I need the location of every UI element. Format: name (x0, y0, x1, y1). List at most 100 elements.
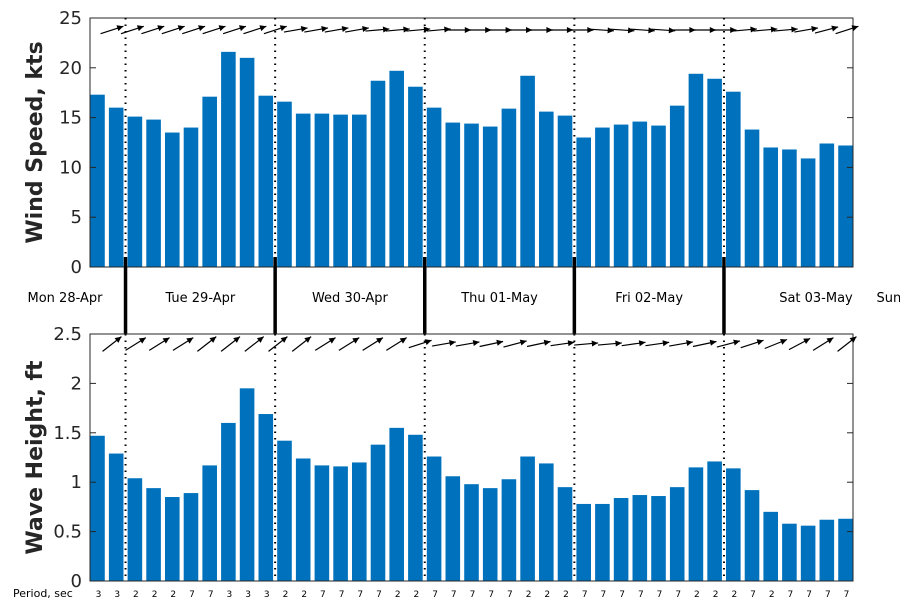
bar (239, 57, 255, 268)
bar (389, 70, 404, 267)
direction-arrow (182, 25, 206, 35)
bar (408, 86, 423, 267)
bar (726, 468, 741, 581)
period-value: 7 (750, 590, 756, 600)
direction-arrow (550, 340, 575, 347)
y-axis-label: Wind Speed, kts (23, 41, 48, 243)
bar (763, 147, 779, 267)
direction-arrow (764, 338, 788, 350)
bar (202, 465, 217, 581)
direction-arrow (651, 27, 676, 34)
direction-arrow (202, 25, 226, 35)
direction-arrow (161, 25, 185, 35)
period-value: 7 (339, 590, 345, 600)
direction-arrow (244, 336, 265, 352)
bar (352, 462, 367, 581)
bar (707, 78, 722, 267)
y-tick-label: 15 (59, 108, 82, 129)
period-value: 7 (675, 590, 681, 600)
period-value: 7 (451, 590, 457, 600)
direction-arrow (125, 337, 147, 351)
period-value: 7 (844, 590, 850, 600)
bar (613, 124, 629, 267)
period-value: 2 (526, 590, 532, 600)
bar (127, 116, 143, 267)
direction-arrow (645, 340, 670, 347)
period-row-title: Period, sec (13, 587, 73, 600)
direction-arrow (314, 337, 336, 351)
plot-frame (89, 333, 854, 582)
direction-arrow (574, 340, 599, 347)
direction-arrow (338, 337, 360, 351)
direction-arrow (386, 337, 408, 351)
direction-arrow (503, 339, 527, 348)
period-value: 2 (563, 590, 569, 600)
period-value: 7 (601, 590, 607, 600)
bar (258, 95, 274, 267)
period-value: 2 (694, 590, 700, 600)
bar (539, 463, 554, 581)
direction-arrow (408, 339, 432, 349)
period-value: 2 (170, 590, 176, 600)
bar (539, 111, 554, 268)
direction-arrow (283, 26, 308, 33)
direction-arrow (753, 26, 778, 33)
period-value: 3 (227, 590, 233, 600)
bar (595, 503, 610, 581)
period-value: 7 (638, 590, 644, 600)
bar (314, 113, 330, 268)
bar (576, 137, 591, 267)
period-value: 2 (133, 590, 139, 600)
bar (314, 465, 330, 581)
bar (819, 143, 835, 267)
bar (333, 114, 348, 267)
period-value: 7 (582, 590, 588, 600)
bar (146, 119, 161, 267)
direction-arrow (222, 25, 247, 35)
y-tick-label: 25 (59, 8, 82, 29)
y-tick-label: 0 (71, 571, 82, 592)
period-value: 7 (507, 590, 513, 600)
bar (127, 478, 143, 581)
bar (707, 461, 722, 581)
period-value: 2 (544, 590, 550, 600)
bar (370, 444, 386, 581)
bar (669, 487, 685, 581)
bar (782, 523, 797, 581)
day-label-strip: Mon 28-Apr Tue 29-Apr Wed 30-Apr Thu 01-May… (28, 257, 900, 334)
period-value: 7 (376, 590, 382, 600)
direction-arrow (100, 25, 124, 35)
period-value: 3 (245, 590, 251, 600)
bar (258, 414, 274, 581)
direction-arrow (479, 339, 504, 348)
y-tick-label: 10 (59, 157, 82, 178)
direction-arrow (263, 25, 287, 35)
direction-arrow (345, 26, 369, 33)
direction-arrow (141, 25, 165, 35)
direction-arrow (406, 26, 431, 33)
bar (333, 466, 348, 581)
direction-arrow (835, 25, 859, 35)
bar (800, 158, 816, 267)
direction-arrow (432, 340, 456, 347)
day-label: Tue 29-Apr (164, 291, 235, 306)
bar (688, 467, 704, 581)
y-tick-label: 1.5 (53, 423, 82, 444)
direction-arrow (621, 340, 646, 347)
bar (576, 503, 591, 581)
period-value: 7 (320, 590, 326, 600)
bar (445, 122, 461, 267)
y-tick-label: 20 (59, 58, 82, 79)
direction-arrow (814, 25, 839, 34)
bar (295, 113, 311, 268)
bar (819, 519, 835, 581)
direction-arrow (773, 26, 798, 33)
period-value: 2 (152, 590, 158, 600)
y-tick-label: 5 (71, 207, 82, 228)
bar (408, 434, 423, 581)
day-label: Mon 28-Apr (28, 291, 104, 306)
period-value: 2 (283, 590, 289, 600)
bar (557, 115, 573, 267)
direction-arrow (597, 340, 622, 347)
bar (520, 456, 535, 581)
